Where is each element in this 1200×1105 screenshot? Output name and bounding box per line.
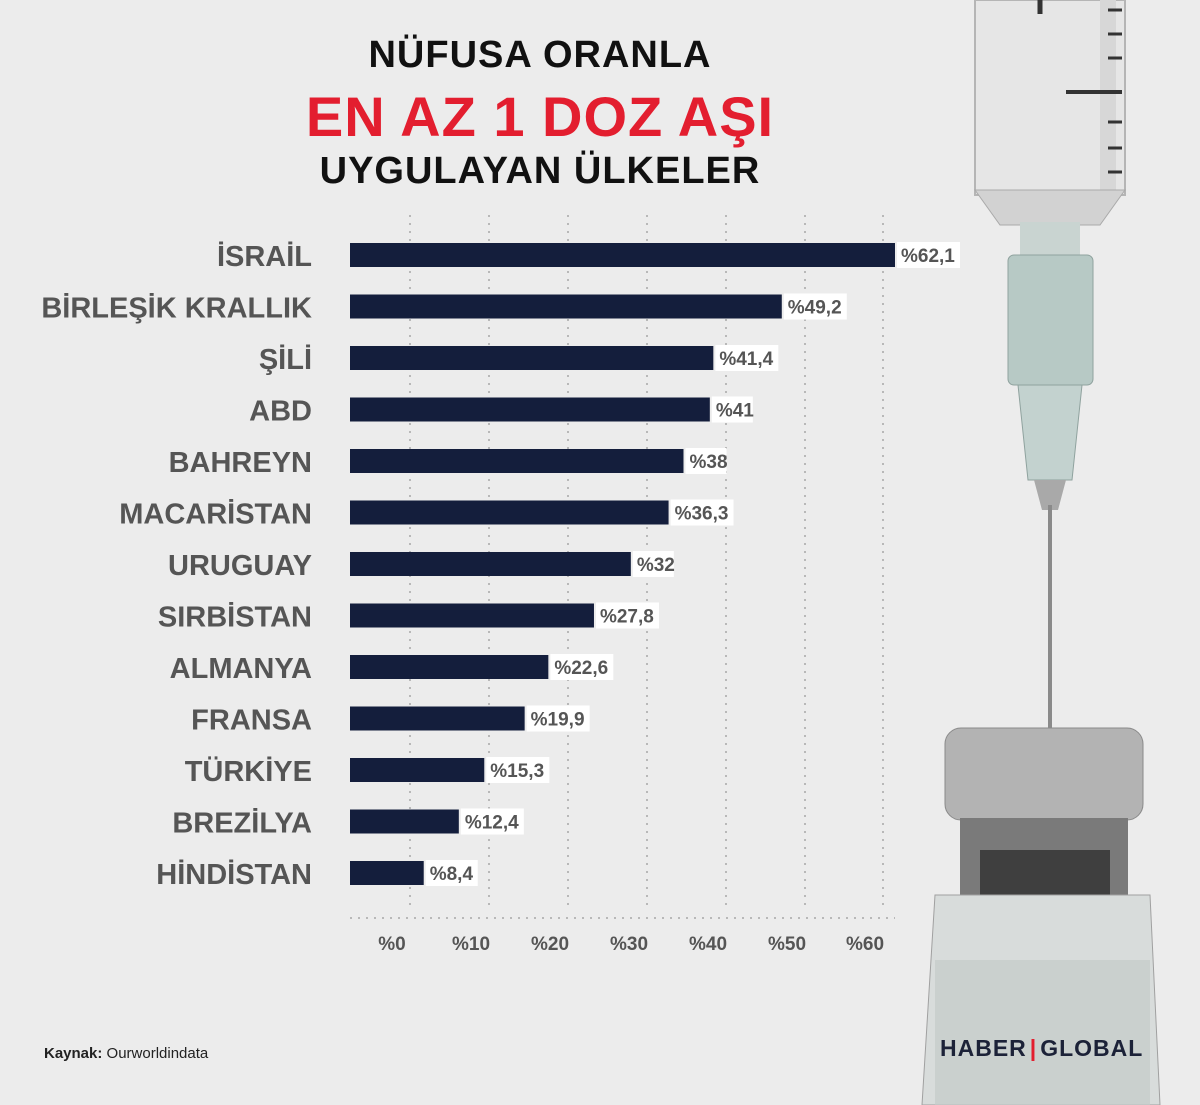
value-label-bg: [486, 757, 550, 783]
source-value: Ourworldindata: [106, 1045, 209, 1062]
bar: [350, 346, 714, 370]
value-label: %38: [689, 452, 727, 473]
vial-illustration: [921, 727, 1161, 1105]
syringe-illustration: [974, 0, 1126, 760]
source-label: Kaynak:: [44, 1045, 103, 1062]
category-label: ŞİLİ: [259, 344, 312, 376]
bar: [350, 243, 895, 267]
value-label-bg: [632, 551, 674, 577]
brand-separator: |: [1029, 1035, 1038, 1061]
value-label: %41,4: [719, 349, 773, 370]
value-label: %32: [637, 555, 675, 576]
category-label: BİRLEŞİK KRALLIK: [41, 293, 312, 325]
bar: [350, 758, 485, 782]
value-label-bg: [711, 396, 753, 423]
value-label: %62,1: [901, 246, 955, 267]
category-label: MACARİSTAN: [119, 499, 312, 531]
chart-title-line3: UYGULAYAN ÜLKELER: [319, 150, 761, 192]
category-label: ABD: [249, 396, 312, 428]
value-label: %49,2: [788, 298, 842, 319]
brand-left: HABER: [940, 1035, 1027, 1061]
value-label: %19,9: [531, 710, 585, 731]
category-label: BAHREYN: [169, 447, 312, 479]
value-label-bg: [783, 293, 847, 320]
bar: [350, 500, 669, 525]
chart-title-line1: NÜFUSA ORANLA: [368, 34, 712, 76]
bar: [350, 294, 782, 319]
value-label-bg: [550, 654, 614, 680]
bar: [350, 861, 424, 885]
bar: [350, 655, 549, 679]
value-label: %41: [716, 401, 754, 422]
value-label-bg: [685, 448, 727, 474]
value-label: %12,4: [465, 813, 519, 834]
value-label-bg: [715, 345, 779, 371]
x-tick-label: %50: [768, 934, 806, 955]
source-note: Kaynak: Ourworldindata: [44, 1045, 208, 1062]
category-label: İSRAİL: [217, 241, 312, 273]
bar: [350, 706, 525, 731]
value-label-bg: [670, 499, 734, 526]
x-tick-label: %30: [610, 934, 648, 955]
value-label: %15,3: [490, 761, 544, 782]
value-label: %22,6: [554, 658, 608, 679]
value-label: %8,4: [430, 864, 474, 885]
bar: [350, 397, 710, 422]
value-label-bg: [460, 808, 524, 835]
x-tick-label: %10: [452, 934, 490, 955]
category-label: URUGUAY: [168, 550, 312, 582]
value-label: %36,3: [675, 504, 729, 525]
bar: [350, 809, 459, 834]
value-label: %27,8: [600, 607, 654, 628]
x-tick-label: %40: [689, 934, 727, 955]
chart-title-line2: EN AZ 1 DOZ AŞI: [305, 85, 775, 148]
category-label: ALMANYA: [170, 653, 312, 685]
bar: [350, 603, 594, 628]
brand-right: GLOBAL: [1040, 1035, 1144, 1061]
category-label: BREZİLYA: [172, 808, 312, 840]
category-label: HİNDİSTAN: [156, 859, 312, 891]
x-tick-label: %0: [378, 934, 405, 955]
value-label-bg: [526, 705, 590, 732]
value-label-bg: [595, 602, 659, 629]
category-label: SIRBİSTAN: [158, 602, 312, 634]
bar: [350, 552, 631, 576]
category-label: TÜRKİYE: [185, 755, 312, 788]
brand-logo: HABER | GLOBAL: [940, 1035, 1143, 1062]
category-label: FRANSA: [191, 705, 312, 737]
bar: [350, 449, 684, 473]
value-label-bg: [425, 860, 478, 886]
x-tick-label: %60: [846, 934, 884, 955]
value-label-bg: [897, 242, 960, 268]
x-tick-label: %20: [531, 934, 569, 955]
